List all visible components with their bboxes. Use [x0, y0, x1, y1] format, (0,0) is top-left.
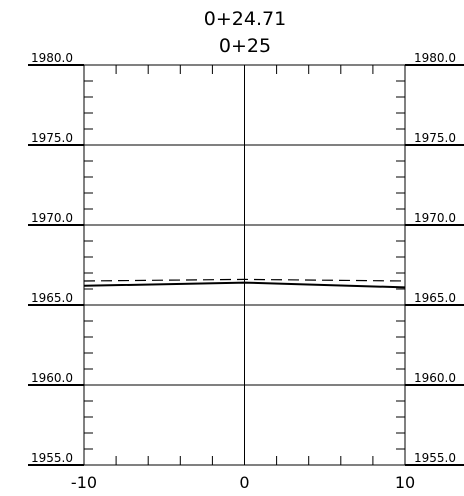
station-title-primary: 0+24.71 — [204, 8, 286, 30]
x-tick-label: 0 — [239, 473, 249, 492]
x-tick-label: 10 — [395, 473, 415, 492]
existing-ground-line — [83, 281, 406, 289]
right-elevation-label: 1960.0 — [414, 371, 456, 385]
left-elevation-label: 1955.0 — [31, 451, 73, 465]
right-elevation-label: 1965.0 — [414, 291, 456, 305]
right-elevation-label: 1955.0 — [414, 451, 456, 465]
minor-tick-layer — [84, 65, 405, 465]
x-tick-label: -10 — [71, 473, 97, 492]
grid-layer — [84, 65, 405, 465]
proposed-profile-line — [83, 278, 406, 282]
left-elevation-label: 1960.0 — [31, 371, 73, 385]
right-elevation-label: 1980.0 — [414, 51, 456, 65]
series-layer — [83, 278, 406, 289]
left-elevation-label: 1970.0 — [31, 211, 73, 225]
left-elevation-label: 1965.0 — [31, 291, 73, 305]
left-elevation-label: 1975.0 — [31, 131, 73, 145]
right-elevation-label: 1975.0 — [414, 131, 456, 145]
left-elevation-label: 1980.0 — [31, 51, 73, 65]
label-layer: 1980.0 1980.0 1975.0 1975.0 1970.0 1970.0 1965… — [28, 51, 464, 492]
station-title-secondary: 0+25 — [219, 35, 271, 57]
right-elevation-label: 1970.0 — [414, 211, 456, 225]
